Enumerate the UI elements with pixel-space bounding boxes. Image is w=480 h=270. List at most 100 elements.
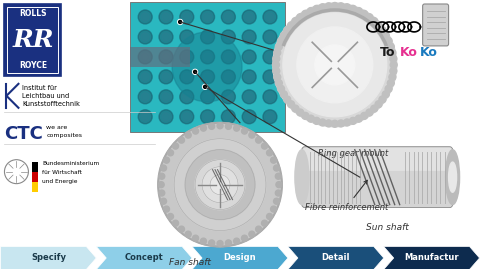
Circle shape: [168, 214, 173, 220]
Circle shape: [331, 120, 338, 127]
Circle shape: [245, 13, 253, 21]
Circle shape: [185, 150, 255, 220]
Circle shape: [204, 73, 212, 81]
Circle shape: [180, 30, 194, 44]
Circle shape: [241, 128, 248, 134]
Circle shape: [185, 132, 191, 138]
Circle shape: [158, 123, 282, 247]
Circle shape: [280, 32, 288, 39]
Circle shape: [313, 5, 320, 12]
Circle shape: [204, 53, 212, 61]
Polygon shape: [130, 47, 190, 67]
Circle shape: [313, 117, 320, 124]
Circle shape: [221, 70, 235, 84]
Circle shape: [201, 50, 215, 64]
Circle shape: [138, 10, 152, 24]
Circle shape: [371, 18, 378, 25]
Bar: [33, 182, 38, 192]
Circle shape: [162, 13, 170, 21]
Circle shape: [159, 190, 165, 196]
Circle shape: [276, 80, 282, 87]
Circle shape: [263, 10, 277, 24]
Circle shape: [159, 50, 173, 64]
Circle shape: [387, 80, 394, 87]
Circle shape: [178, 19, 182, 25]
Circle shape: [273, 55, 280, 62]
Bar: [33, 172, 38, 182]
Circle shape: [263, 70, 277, 84]
Circle shape: [271, 157, 276, 163]
Polygon shape: [288, 247, 384, 269]
Circle shape: [389, 49, 396, 56]
Circle shape: [224, 73, 232, 81]
FancyBboxPatch shape: [302, 147, 453, 208]
Circle shape: [262, 220, 267, 226]
Circle shape: [325, 3, 332, 10]
Ellipse shape: [445, 150, 459, 205]
Circle shape: [271, 206, 276, 212]
Circle shape: [245, 33, 253, 41]
Circle shape: [158, 182, 164, 188]
Circle shape: [202, 167, 238, 202]
Circle shape: [141, 53, 149, 61]
Circle shape: [307, 8, 314, 15]
Circle shape: [387, 43, 394, 50]
Circle shape: [179, 21, 181, 23]
Circle shape: [297, 109, 304, 116]
Circle shape: [288, 101, 295, 108]
Text: Concept: Concept: [125, 254, 164, 262]
Circle shape: [179, 137, 184, 143]
Text: Manufactur: Manufactur: [404, 254, 459, 262]
Circle shape: [266, 214, 273, 220]
Circle shape: [337, 3, 345, 10]
Circle shape: [160, 165, 167, 171]
Circle shape: [242, 70, 256, 84]
Circle shape: [168, 150, 173, 156]
Circle shape: [245, 93, 253, 101]
Circle shape: [249, 231, 255, 237]
Circle shape: [183, 53, 191, 61]
Circle shape: [201, 125, 206, 131]
Circle shape: [249, 132, 255, 138]
Circle shape: [390, 61, 397, 68]
Circle shape: [201, 238, 206, 244]
Circle shape: [274, 49, 281, 56]
Circle shape: [375, 22, 382, 29]
Circle shape: [382, 91, 389, 98]
Text: we are: we are: [47, 125, 68, 130]
Circle shape: [180, 10, 194, 24]
Circle shape: [280, 91, 288, 98]
Circle shape: [185, 231, 191, 237]
Circle shape: [344, 119, 350, 126]
Circle shape: [209, 123, 215, 129]
Circle shape: [366, 14, 373, 21]
Text: Kunststofftechnik: Kunststofftechnik: [23, 101, 80, 107]
Circle shape: [204, 113, 212, 121]
Circle shape: [297, 27, 373, 103]
Circle shape: [284, 96, 291, 103]
Text: ROLLS: ROLLS: [19, 9, 47, 18]
Circle shape: [217, 241, 223, 247]
Circle shape: [274, 165, 279, 171]
Circle shape: [385, 38, 392, 45]
Circle shape: [319, 4, 326, 11]
Circle shape: [361, 10, 368, 17]
Circle shape: [180, 90, 194, 104]
FancyBboxPatch shape: [4, 4, 61, 76]
Circle shape: [379, 96, 386, 103]
Circle shape: [245, 53, 253, 61]
Circle shape: [361, 112, 368, 119]
Circle shape: [183, 113, 191, 121]
Circle shape: [183, 13, 191, 21]
Circle shape: [210, 175, 230, 195]
Circle shape: [274, 198, 279, 204]
Circle shape: [224, 33, 232, 41]
Circle shape: [183, 73, 191, 81]
Circle shape: [263, 30, 277, 44]
Circle shape: [297, 14, 304, 21]
Circle shape: [266, 13, 274, 21]
Circle shape: [379, 27, 386, 34]
Circle shape: [179, 226, 184, 232]
Circle shape: [164, 157, 169, 163]
Circle shape: [221, 30, 235, 44]
